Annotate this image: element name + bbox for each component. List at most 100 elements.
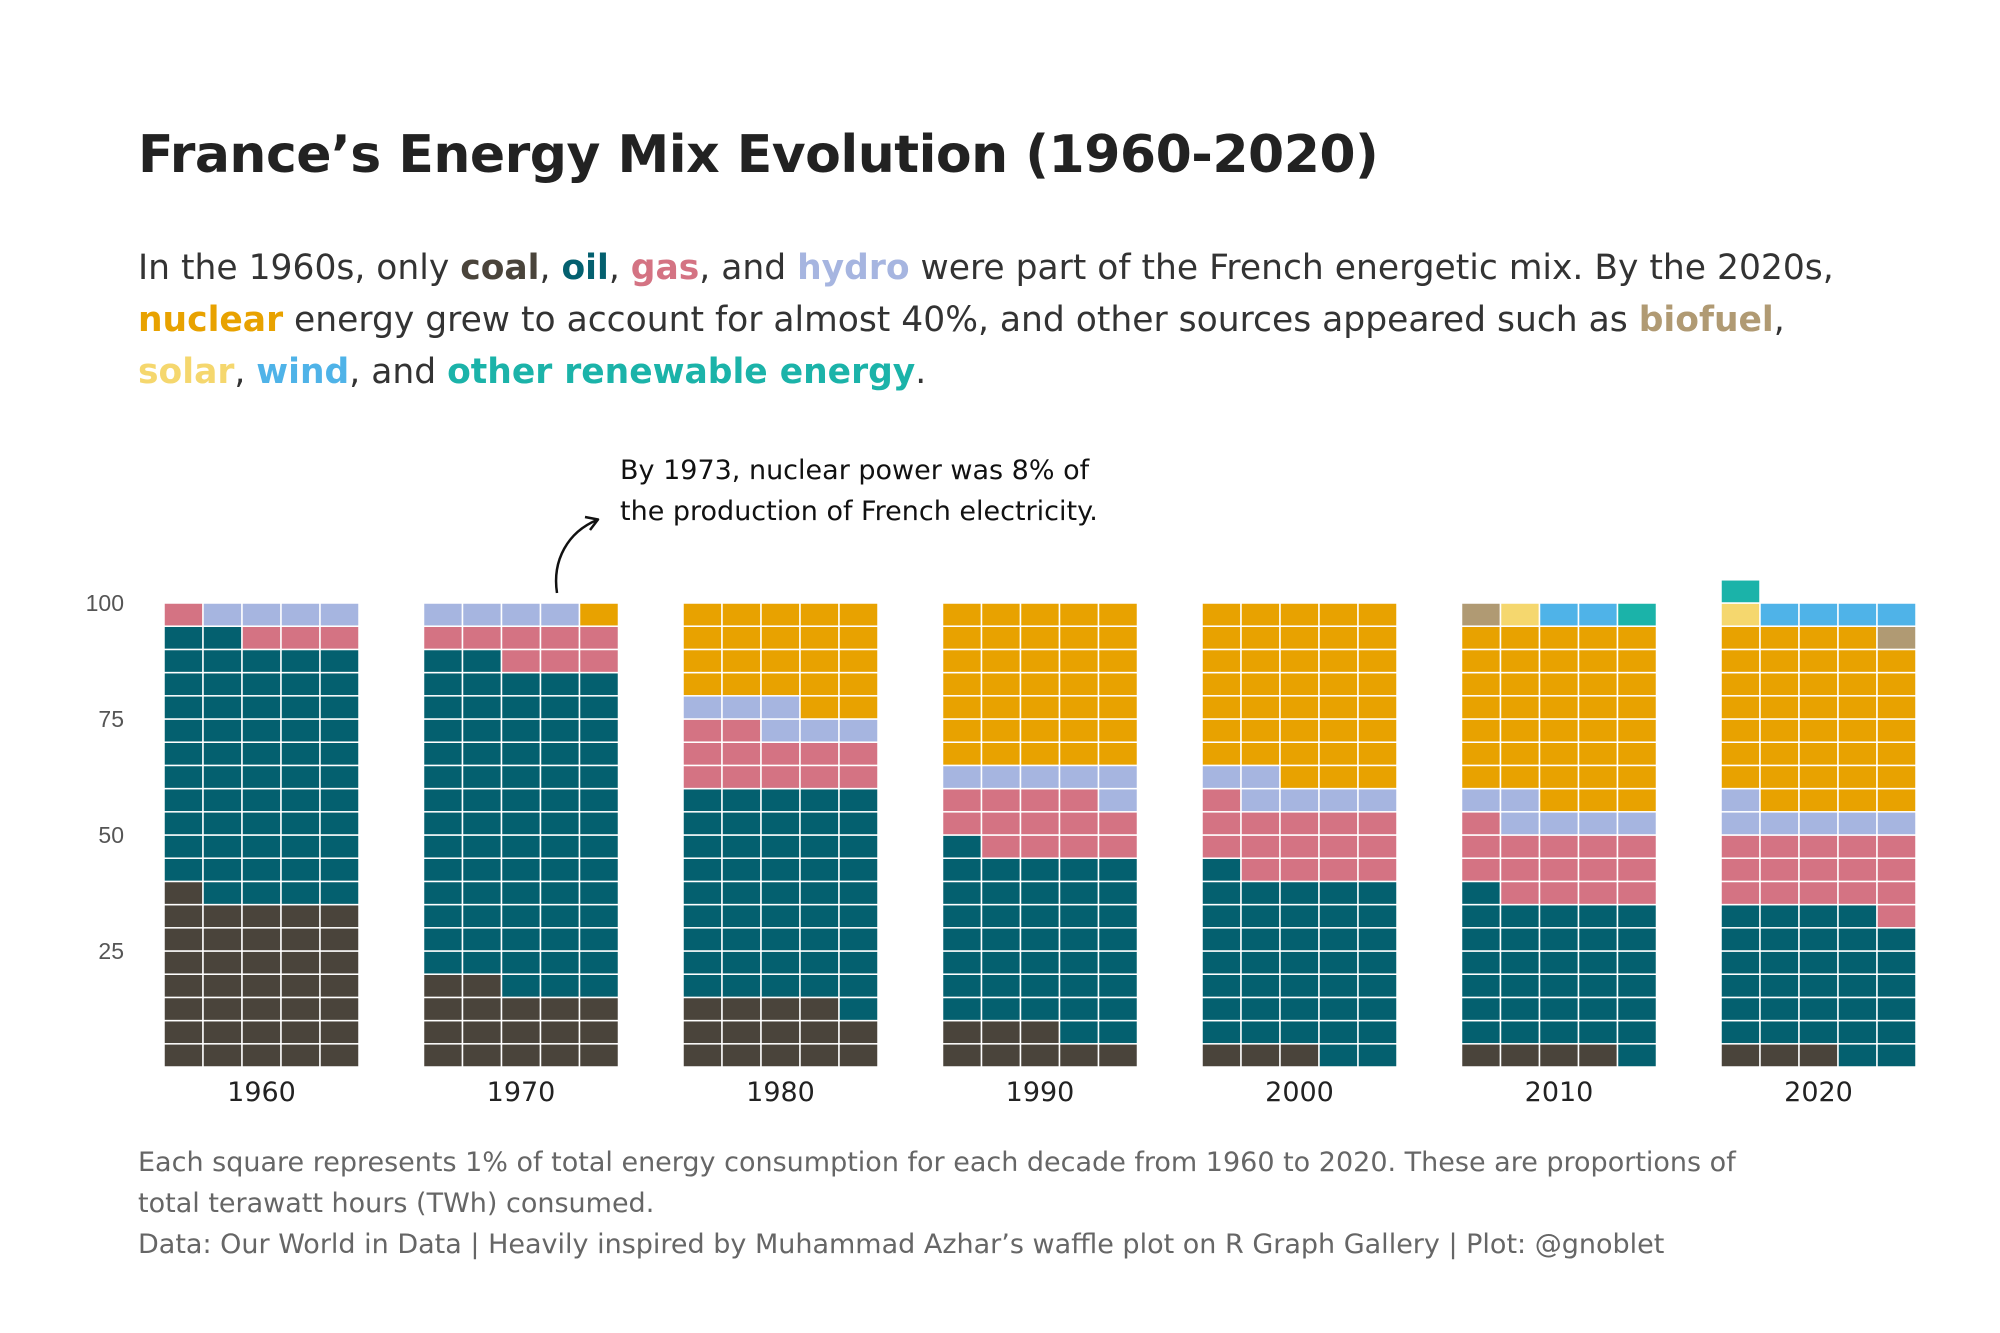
x-tick-label: 1970 bbox=[487, 1077, 556, 1108]
waffle-square-wind bbox=[1837, 602, 1878, 627]
subtitle-keyword-coal: coal bbox=[460, 248, 540, 288]
waffle-square-nuclear bbox=[1240, 695, 1281, 720]
waffle-square-oil bbox=[1759, 927, 1800, 952]
waffle-square-nuclear bbox=[721, 648, 762, 674]
waffle-square-gas bbox=[1577, 834, 1619, 859]
waffle-square-oil bbox=[721, 973, 762, 999]
waffle-square-wind bbox=[1759, 602, 1800, 627]
waffle-square-oil bbox=[280, 648, 321, 674]
waffle-square-gas bbox=[1876, 857, 1917, 883]
waffle-square-nuclear bbox=[1616, 787, 1658, 813]
waffle-square-oil bbox=[202, 741, 243, 767]
waffle-square-oil bbox=[163, 764, 204, 790]
waffle-square-oil bbox=[1720, 927, 1761, 952]
waffle-square-nuclear bbox=[1538, 671, 1580, 697]
waffle-square-nuclear bbox=[1759, 625, 1800, 651]
waffle-square-gas bbox=[980, 787, 1022, 813]
waffle-square-gas bbox=[1019, 811, 1061, 836]
waffle-square-oil bbox=[1357, 1019, 1398, 1045]
waffle-square-oil bbox=[1279, 950, 1320, 975]
waffle-square-oil bbox=[1499, 973, 1541, 999]
waffle-square-nuclear bbox=[1201, 625, 1242, 651]
waffle-square-coal bbox=[461, 996, 503, 1022]
waffle-square-nuclear bbox=[1759, 741, 1800, 767]
waffle-square-oil bbox=[941, 903, 983, 929]
waffle-square-nuclear bbox=[1240, 741, 1281, 767]
waffle-square-coal bbox=[980, 1043, 1022, 1068]
waffle-square-gas bbox=[163, 602, 204, 627]
waffle-square-nuclear bbox=[1876, 718, 1917, 743]
waffle-square-nuclear bbox=[1240, 671, 1281, 697]
waffle-square-oil bbox=[1240, 927, 1281, 952]
waffle-square-oil bbox=[163, 787, 204, 813]
waffle-square-oil bbox=[500, 903, 542, 929]
waffle-square-hydro bbox=[1019, 764, 1061, 790]
waffle-square-hydro bbox=[980, 764, 1022, 790]
waffle-square-hydro bbox=[539, 602, 581, 627]
waffle-square-oil bbox=[760, 950, 801, 975]
waffle-square-nuclear bbox=[1876, 648, 1917, 674]
waffle-square-oil bbox=[1837, 950, 1878, 975]
waffle-square-oil bbox=[721, 927, 762, 952]
waffle-panel-2010 bbox=[1460, 602, 1658, 1068]
waffle-square-oil bbox=[202, 671, 243, 697]
waffle-square-oil bbox=[799, 927, 840, 952]
subtitle-keyword-oil: oil bbox=[561, 248, 609, 288]
subtitle-text: energy grew to account for almost 40%, a… bbox=[283, 300, 1639, 340]
waffle-square-nuclear bbox=[799, 695, 840, 720]
waffle-square-nuclear bbox=[1616, 625, 1658, 651]
waffle-marks bbox=[163, 579, 1917, 1068]
waffle-square-nuclear bbox=[1279, 602, 1320, 627]
waffle-square-coal bbox=[838, 1019, 879, 1045]
waffle-square-oil bbox=[578, 834, 620, 859]
waffle-square-nuclear bbox=[1019, 625, 1061, 651]
waffle-square-nuclear bbox=[1538, 718, 1580, 743]
y-tick-label: 50 bbox=[98, 822, 124, 848]
waffle-square-oil bbox=[1201, 903, 1242, 929]
waffle-square-hydro bbox=[1876, 811, 1917, 836]
waffle-square-nuclear bbox=[1876, 695, 1917, 720]
waffle-square-gas bbox=[1759, 834, 1800, 859]
waffle-square-oil bbox=[941, 880, 983, 906]
waffle-square-nuclear bbox=[1720, 695, 1761, 720]
waffle-square-oil bbox=[721, 857, 762, 883]
waffle-square-nuclear bbox=[760, 648, 801, 674]
waffle-square-oil bbox=[163, 671, 204, 697]
waffle-square-gas bbox=[1577, 857, 1619, 883]
waffle-square-oil bbox=[422, 741, 464, 767]
waffle-square-oil bbox=[1876, 973, 1917, 999]
waffle-square-coal bbox=[241, 1019, 282, 1045]
waffle-square-oil bbox=[578, 811, 620, 836]
waffle-square-oil bbox=[682, 857, 723, 883]
waffle-square-wind bbox=[1538, 602, 1580, 627]
waffle-square-coal bbox=[941, 1043, 983, 1068]
waffle-square-nuclear bbox=[1837, 695, 1878, 720]
waffle-square-coal bbox=[319, 950, 360, 975]
waffle-square-gas bbox=[980, 811, 1022, 836]
waffle-square-nuclear bbox=[1577, 718, 1619, 743]
waffle-square-coal bbox=[799, 1019, 840, 1045]
chart-title: France’s Energy Mix Evolution (1960-2020… bbox=[138, 125, 1379, 185]
waffle-square-nuclear bbox=[1720, 625, 1761, 651]
waffle-square-oil bbox=[202, 718, 243, 743]
waffle-square-oil bbox=[1876, 996, 1917, 1022]
waffle-square-gas bbox=[1538, 857, 1580, 883]
waffle-square-oil bbox=[1460, 927, 1502, 952]
waffle-square-coal bbox=[461, 973, 503, 999]
waffle-square-oil bbox=[539, 857, 581, 883]
waffle-square-oil bbox=[1837, 903, 1878, 929]
x-tick-label: 2020 bbox=[1784, 1077, 1853, 1108]
waffle-square-nuclear bbox=[721, 671, 762, 697]
waffle-square-hydro bbox=[1499, 787, 1541, 813]
waffle-square-oil bbox=[461, 903, 503, 929]
waffle-square-oil bbox=[202, 857, 243, 883]
waffle-square-gas bbox=[1577, 880, 1619, 906]
waffle-square-oil bbox=[721, 903, 762, 929]
waffle-square-oil bbox=[500, 973, 542, 999]
waffle-square-oil bbox=[202, 764, 243, 790]
waffle-square-gas bbox=[1720, 834, 1761, 859]
waffle-square-coal bbox=[202, 973, 243, 999]
waffle-square-oil bbox=[1616, 996, 1658, 1022]
waffle-square-nuclear bbox=[1798, 787, 1839, 813]
waffle-square-gas bbox=[578, 625, 620, 651]
